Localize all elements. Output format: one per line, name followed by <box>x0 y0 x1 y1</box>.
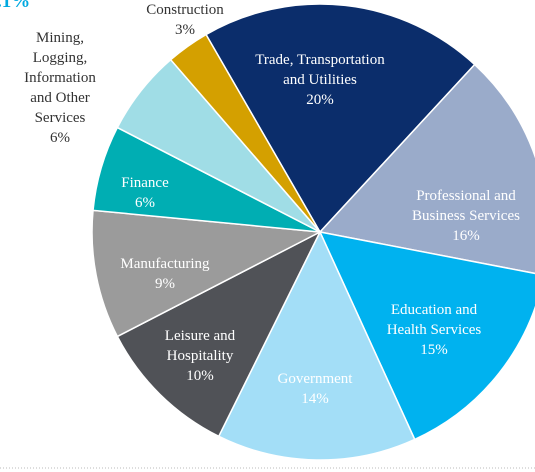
pie-slice <box>116 230 322 438</box>
category-label: Mining, Logging, Information and Other S… <box>24 30 96 126</box>
value-label: 6% <box>135 195 155 211</box>
value-label: 20% <box>306 92 334 108</box>
category-label: Professional and Business Services <box>412 188 520 224</box>
pie-slice <box>318 63 535 275</box>
slice-label: Finance 6% <box>100 173 190 213</box>
pie-slice <box>217 230 416 461</box>
value-label: 6% <box>50 130 70 146</box>
category-label: Trade, Transportation and Utilities <box>255 52 385 88</box>
value-label: 14% <box>301 391 329 407</box>
slice-label: Mining, Logging, Information and Other S… <box>13 28 108 148</box>
category-label: Government <box>277 371 353 387</box>
value-label: 10% <box>186 368 214 384</box>
category-label: Finance <box>121 175 169 191</box>
pie-slice <box>204 3 476 234</box>
slice-label: Leisure and Hospitality 10% <box>150 326 250 386</box>
slice-label: Government 14% <box>260 369 370 409</box>
category-label: Leisure and Hospitality <box>164 328 236 364</box>
pie-slice <box>91 209 323 338</box>
slice-label: Manufacturing 9% <box>105 254 225 294</box>
category-label: Manufacturing <box>120 256 210 272</box>
category-label: Construction <box>146 2 224 18</box>
value-label: 3% <box>175 22 195 38</box>
pie-slice <box>318 230 535 441</box>
slice-label: Construction 3% <box>130 0 240 40</box>
value-label: 15% <box>420 342 448 358</box>
pie-slice <box>169 33 321 233</box>
value-label: 16% <box>452 228 480 244</box>
slice-label: Education and Health Services 15% <box>379 300 489 360</box>
slice-label: Trade, Transportation and Utilities 20% <box>255 50 385 110</box>
annotation: .1% <box>0 0 31 12</box>
slice-label: Professional and Business Services 16% <box>409 186 524 246</box>
category-label: Education and Health Services <box>386 302 482 338</box>
value-label: 9% <box>155 276 175 292</box>
